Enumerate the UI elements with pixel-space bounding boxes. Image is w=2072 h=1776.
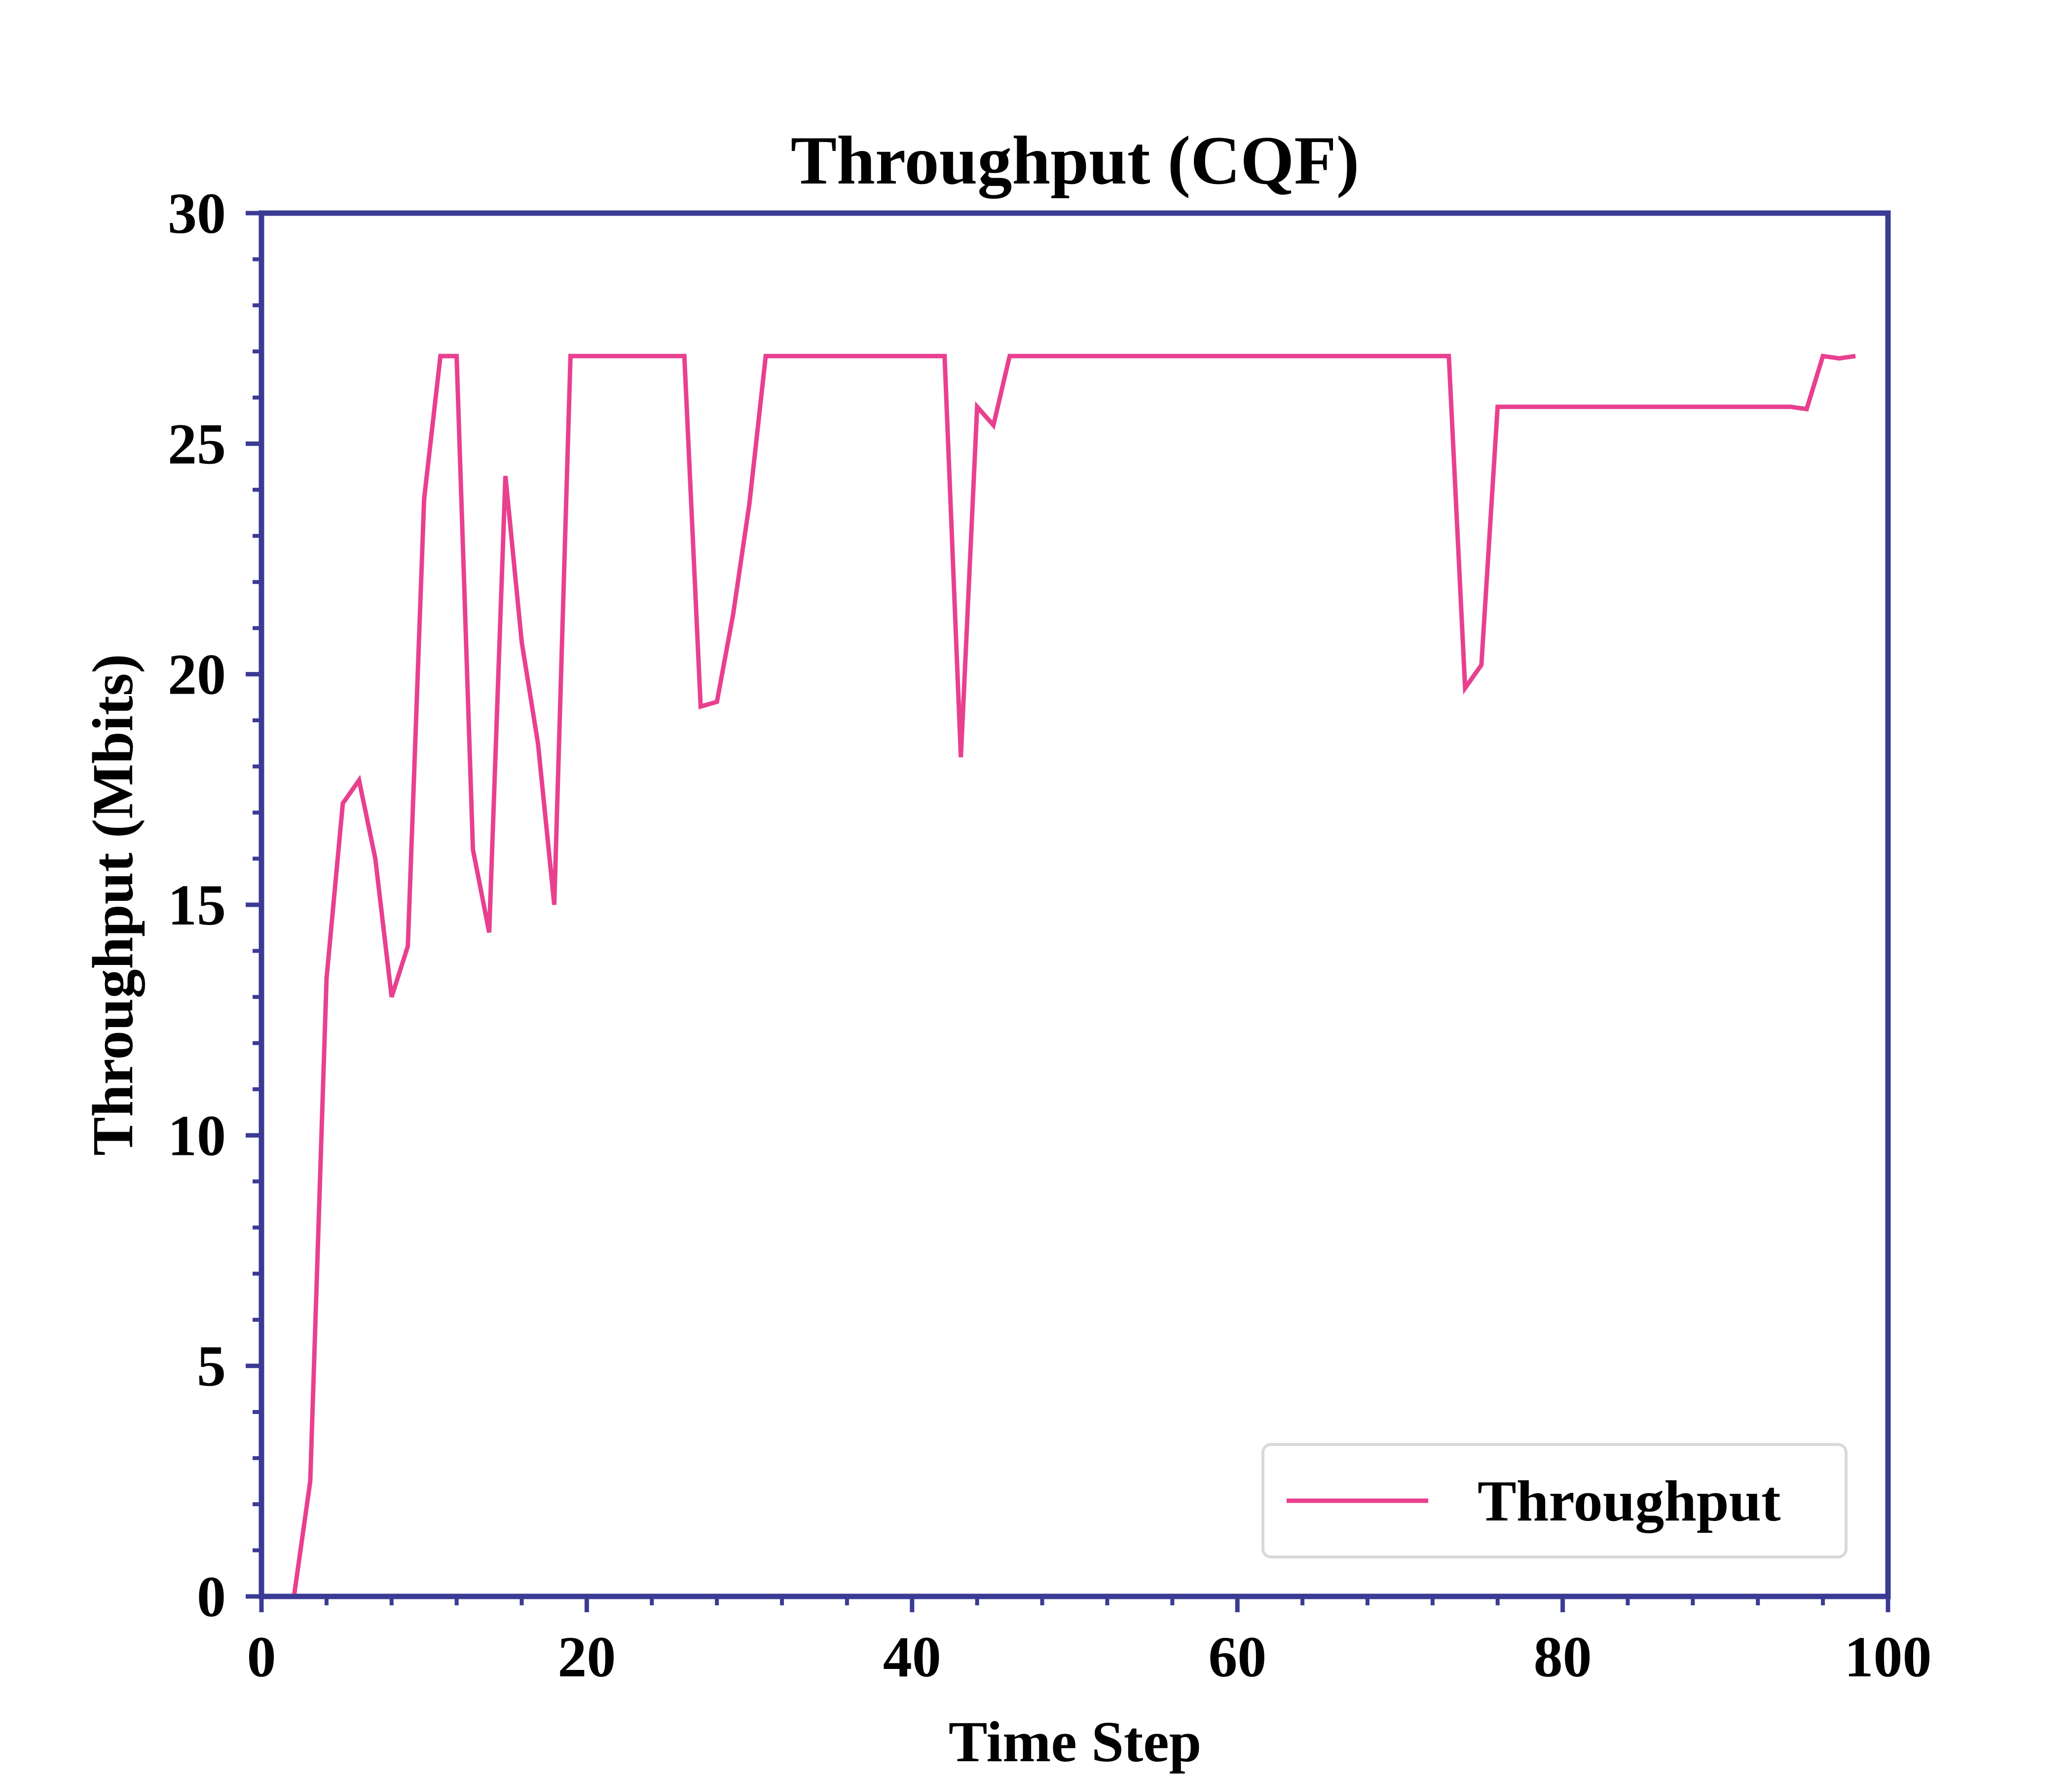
legend-label: Throughput [1478,1469,1780,1533]
chart-title: Throughput (CQF) [791,122,1360,199]
legend-box [1261,1443,1848,1558]
y-tick-label: 15 [168,873,226,937]
x-tick-label: 0 [247,1625,276,1689]
y-tick-label: 0 [197,1564,226,1629]
x-tick-label: 20 [557,1625,616,1689]
plot-marks: 0 5 10 15 20 25 30 0 20 40 60 80 100 Throughput [168,181,1932,1689]
y-tick-label: 30 [168,181,226,246]
y-tick-label: 10 [168,1103,226,1168]
x-tick-label: 100 [1845,1625,1932,1689]
x-axis-label: Time Step [949,1709,1201,1774]
y-axis-label: Throughput (Mbits) [80,654,145,1155]
y-tick-label: 25 [168,411,226,476]
x-tick-label: 40 [883,1625,941,1689]
x-tick-label: 60 [1208,1625,1266,1689]
plot-frame [259,210,1891,1599]
y-tick-label: 5 [197,1334,226,1399]
y-tick-label: 20 [168,642,226,707]
series-line-0 [292,353,1856,1597]
x-tick-label: 80 [1534,1625,1592,1689]
